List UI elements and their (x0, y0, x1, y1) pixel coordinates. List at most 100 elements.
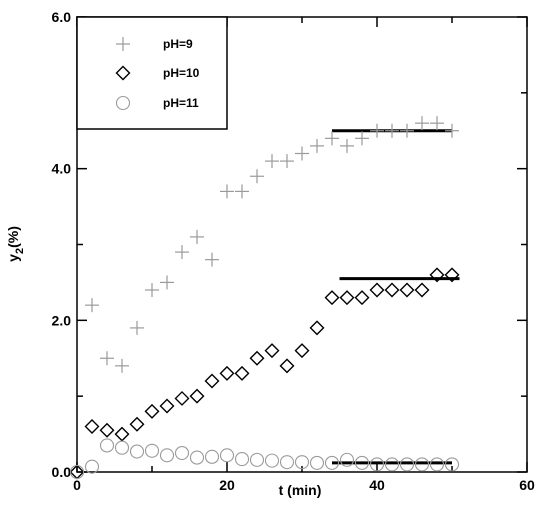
data-point (385, 123, 399, 138)
data-point (310, 138, 324, 153)
data-point (114, 440, 130, 455)
legend-marker (115, 95, 131, 111)
data-point (220, 184, 234, 199)
x-tick-label: 0 (73, 477, 81, 493)
data-point (325, 131, 339, 146)
data-point (144, 443, 160, 458)
data-point (189, 388, 205, 404)
y-tick-label: 6.0 (52, 9, 72, 25)
data-point (279, 358, 295, 374)
data-point (400, 123, 414, 138)
data-point (430, 116, 444, 131)
data-point (354, 455, 370, 470)
data-point (204, 373, 220, 389)
data-point (279, 455, 295, 470)
data-point (414, 282, 430, 298)
legend-label: pH=9 (163, 37, 193, 51)
data-point (250, 169, 264, 184)
legend-marker (115, 65, 131, 81)
data-point (399, 457, 415, 472)
data-point (339, 290, 355, 306)
x-tick-label: 20 (219, 477, 235, 493)
data-point (264, 453, 280, 468)
data-point (204, 449, 220, 464)
data-point (324, 455, 340, 470)
y-tick-label: 2.0 (52, 312, 72, 328)
data-point (174, 445, 190, 461)
data-point (234, 365, 250, 381)
data-point (234, 452, 250, 467)
tick-labels: 0 20 40 60 0.0 2.0 4.0 6.0 (52, 9, 535, 493)
data-point (265, 154, 279, 169)
data-point (324, 290, 340, 306)
data-point (189, 450, 205, 465)
data-point (355, 131, 369, 146)
data-point (100, 351, 114, 366)
data-point (369, 282, 385, 298)
data-point (339, 452, 355, 467)
legend-label: pH=10 (163, 66, 200, 80)
data-point (159, 448, 175, 463)
data-point (309, 455, 325, 470)
data-point (414, 457, 430, 472)
data-point (369, 457, 385, 472)
data-point (129, 444, 145, 459)
data-point (205, 252, 219, 267)
data-point (384, 282, 400, 298)
data-points (69, 116, 460, 480)
data-point (264, 343, 280, 359)
data-point (159, 398, 175, 414)
data-point (399, 282, 415, 298)
data-point (219, 448, 235, 463)
legend-label: pH=11 (163, 96, 199, 110)
series-circle (69, 438, 460, 480)
y-axis-title: y2(%) (5, 226, 26, 262)
data-point (219, 365, 235, 381)
x-axis-title: t (min) (279, 482, 322, 498)
data-point (85, 298, 99, 313)
data-point (235, 184, 249, 199)
data-point (309, 320, 325, 336)
data-point (294, 455, 310, 470)
legend: pH=9 pH=10 pH=11 (76, 16, 228, 130)
data-point (280, 154, 294, 169)
equilibrium-lines (332, 129, 460, 465)
data-point (384, 457, 400, 472)
data-point (69, 464, 85, 480)
y-axis-title-subscript: 2 (14, 248, 26, 254)
data-point (429, 457, 445, 472)
data-point (174, 390, 190, 406)
data-point (99, 422, 115, 438)
data-point (160, 275, 174, 290)
data-point (130, 320, 144, 335)
legend-marker (116, 37, 130, 51)
data-point (114, 426, 130, 442)
data-point (175, 245, 189, 260)
data-point (445, 123, 459, 138)
legend-box (76, 16, 228, 130)
data-point (340, 138, 354, 153)
data-point (249, 452, 265, 467)
x-tick-label: 40 (369, 477, 385, 493)
data-point (354, 290, 370, 306)
series-plus (85, 116, 459, 373)
data-point (84, 459, 100, 474)
y-tick-label: 0.0 (52, 464, 72, 480)
data-point (115, 358, 129, 373)
data-point (84, 419, 100, 434)
data-point (415, 116, 429, 131)
data-point (294, 343, 310, 359)
data-point (295, 146, 309, 161)
data-point (145, 283, 159, 297)
data-point (444, 457, 460, 472)
x-tick-label: 60 (519, 477, 535, 493)
data-point (429, 267, 445, 283)
data-point (444, 267, 460, 283)
y-axis-title-suffix: (%) (5, 226, 21, 248)
data-point (129, 416, 145, 432)
data-point (99, 438, 115, 453)
data-point (144, 403, 160, 419)
y-axis-title-main: y (5, 254, 21, 262)
data-point (370, 123, 384, 138)
